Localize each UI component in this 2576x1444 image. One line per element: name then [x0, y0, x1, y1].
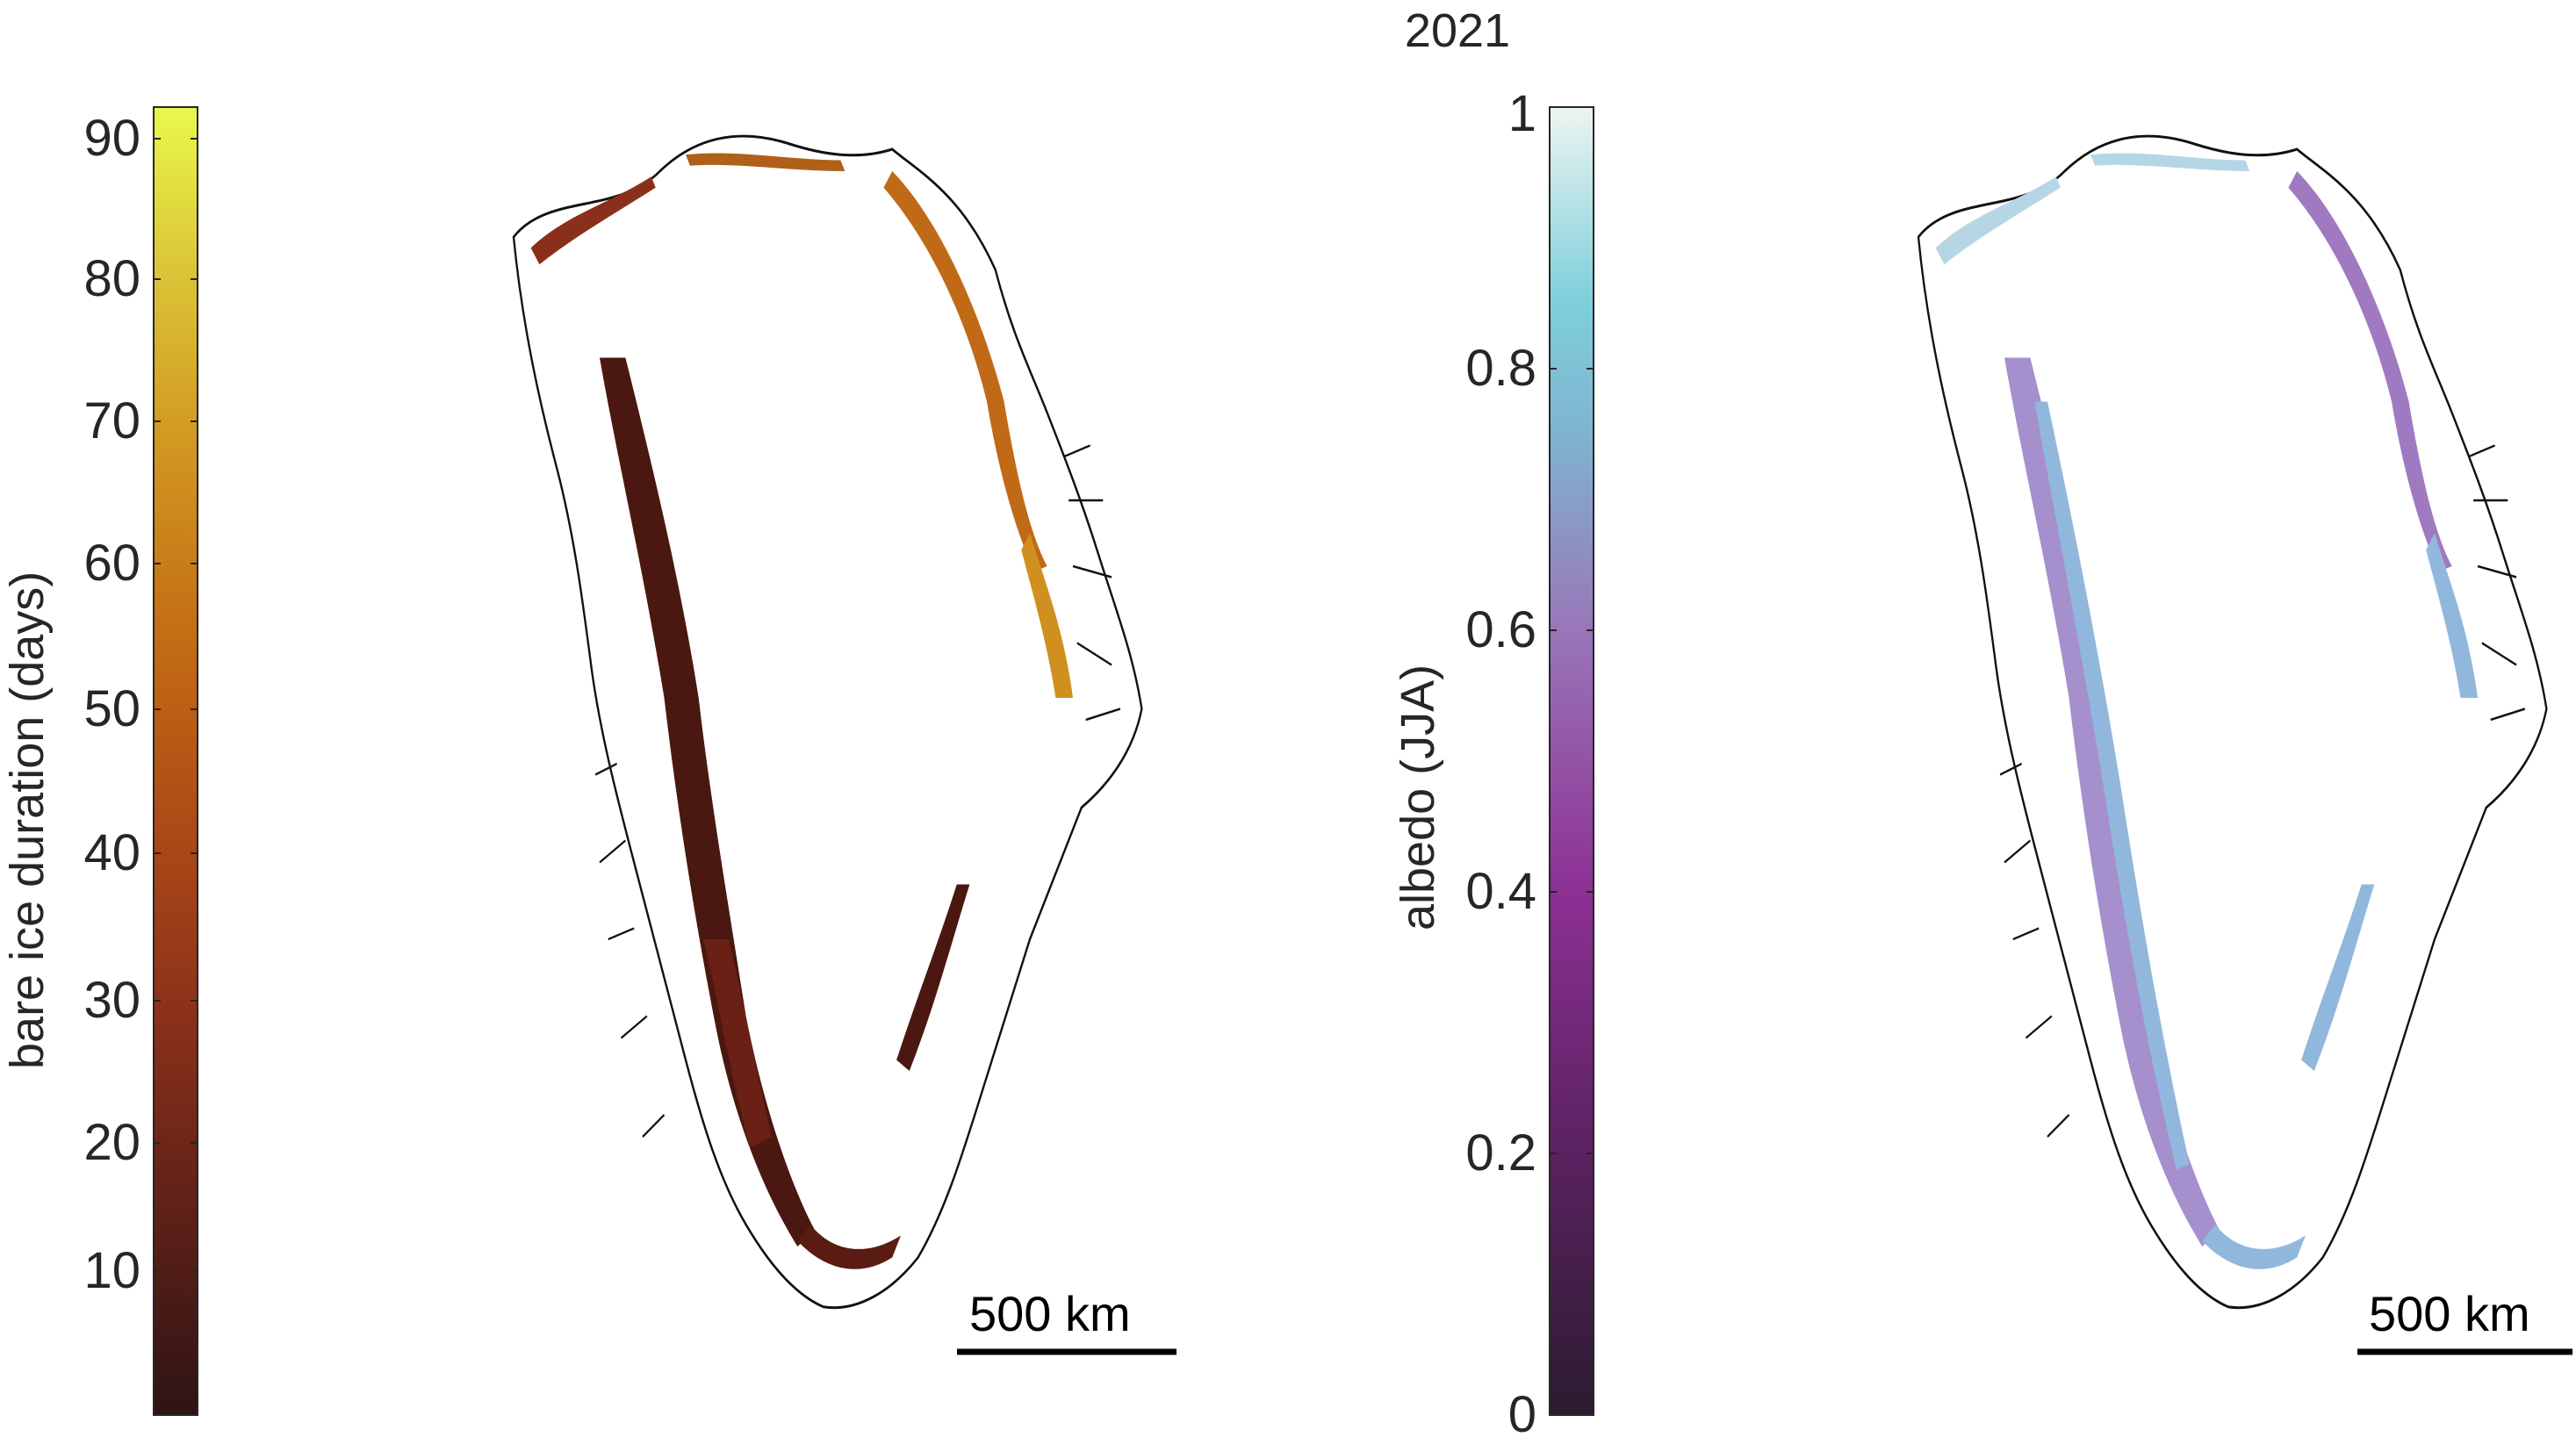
fjord-lines-west-right [1999, 762, 2070, 1138]
duration-tick-70: 70 [83, 392, 140, 449]
albedo-tick-0.8: 0.8 [1465, 340, 1536, 397]
scale-bar-left-label: 500 km [969, 1286, 1131, 1341]
albedo-north [1935, 176, 2061, 265]
bare-ice-south-tip [797, 1225, 901, 1269]
albedo-colorbar [1549, 106, 1594, 1416]
albedo-southeast [2301, 884, 2375, 1071]
duration-tick-50: 50 [83, 680, 140, 737]
duration-tick-80: 80 [83, 250, 140, 307]
albedo-tick-0.6: 0.6 [1465, 601, 1536, 658]
scale-bar-right-label: 500 km [2369, 1286, 2530, 1341]
bare-ice-northeast [686, 153, 845, 171]
fjord-lines-west [594, 762, 666, 1138]
duration-tick-30: 30 [83, 972, 140, 1029]
albedo-tick-0.2: 0.2 [1465, 1124, 1536, 1182]
duration-colorbar-ticks [154, 138, 198, 1272]
bare-ice-west-margin [600, 357, 815, 1246]
bare-ice-north [530, 176, 656, 265]
albedo-tick-0.4: 0.4 [1465, 863, 1536, 920]
duration-tick-90: 90 [83, 110, 140, 167]
duration-tick-20: 20 [83, 1114, 140, 1171]
albedo-east-margin-2 [2426, 533, 2478, 698]
albedo-west-inner [2034, 401, 2190, 1170]
albedo-colorbar-label: albedo (JJA) [1392, 664, 1444, 930]
albedo-east-margin [2288, 171, 2452, 572]
albedo-tick-0: 0 [1507, 1386, 1536, 1443]
duration-tick-40: 40 [83, 824, 140, 881]
albedo-south-tip [2202, 1225, 2306, 1269]
bare-ice-east-margin-2 [1021, 533, 1073, 698]
bare-ice-east-margin [883, 171, 1047, 572]
fjord-lines-east [1063, 444, 1121, 722]
albedo-colorbar-ticks [1550, 106, 1594, 1416]
greenland-map-right [1917, 134, 2548, 1310]
greenland-map-left [512, 134, 1143, 1310]
duration-colorbar [153, 106, 198, 1416]
duration-tick-60: 60 [83, 535, 140, 592]
year-title: 2021 [1404, 4, 1511, 57]
bare-ice-southwest-lobe [702, 939, 772, 1148]
duration-colorbar-label: bare ice duration (days) [1, 571, 54, 1069]
albedo-northeast [2090, 153, 2250, 171]
albedo-tick-1: 1 [1507, 85, 1536, 142]
bare-ice-southeast [896, 884, 970, 1071]
duration-tick-10: 10 [83, 1242, 140, 1299]
fjord-lines-east-right [2468, 444, 2526, 722]
